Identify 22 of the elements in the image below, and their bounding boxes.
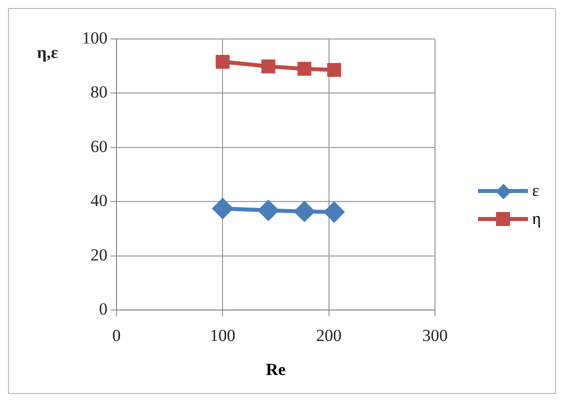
point bbox=[216, 54, 230, 69]
y-tick-label: 100 bbox=[82, 28, 108, 48]
point bbox=[261, 59, 276, 74]
y-tick-label: 0 bbox=[99, 300, 108, 319]
point bbox=[297, 62, 312, 76]
legend-label: ε bbox=[532, 181, 540, 201]
y-tick-label: 80 bbox=[90, 82, 108, 102]
y-tick-label: 20 bbox=[90, 245, 108, 264]
point bbox=[324, 202, 344, 222]
x-tick-label: 200 bbox=[316, 326, 342, 345]
y-tick-label: 60 bbox=[90, 136, 108, 156]
x-tick-label: 300 bbox=[422, 326, 448, 345]
y-axis-title: η,ε bbox=[37, 43, 58, 63]
point bbox=[327, 62, 342, 77]
point bbox=[294, 201, 314, 222]
point bbox=[258, 200, 278, 220]
point bbox=[212, 198, 233, 218]
x-tick-label: 100 bbox=[210, 326, 236, 345]
legend-label: η bbox=[532, 209, 541, 229]
x-tick-label: 0 bbox=[112, 326, 121, 345]
y-tick-label: 40 bbox=[90, 191, 108, 210]
x-axis-title: Re bbox=[266, 360, 286, 380]
